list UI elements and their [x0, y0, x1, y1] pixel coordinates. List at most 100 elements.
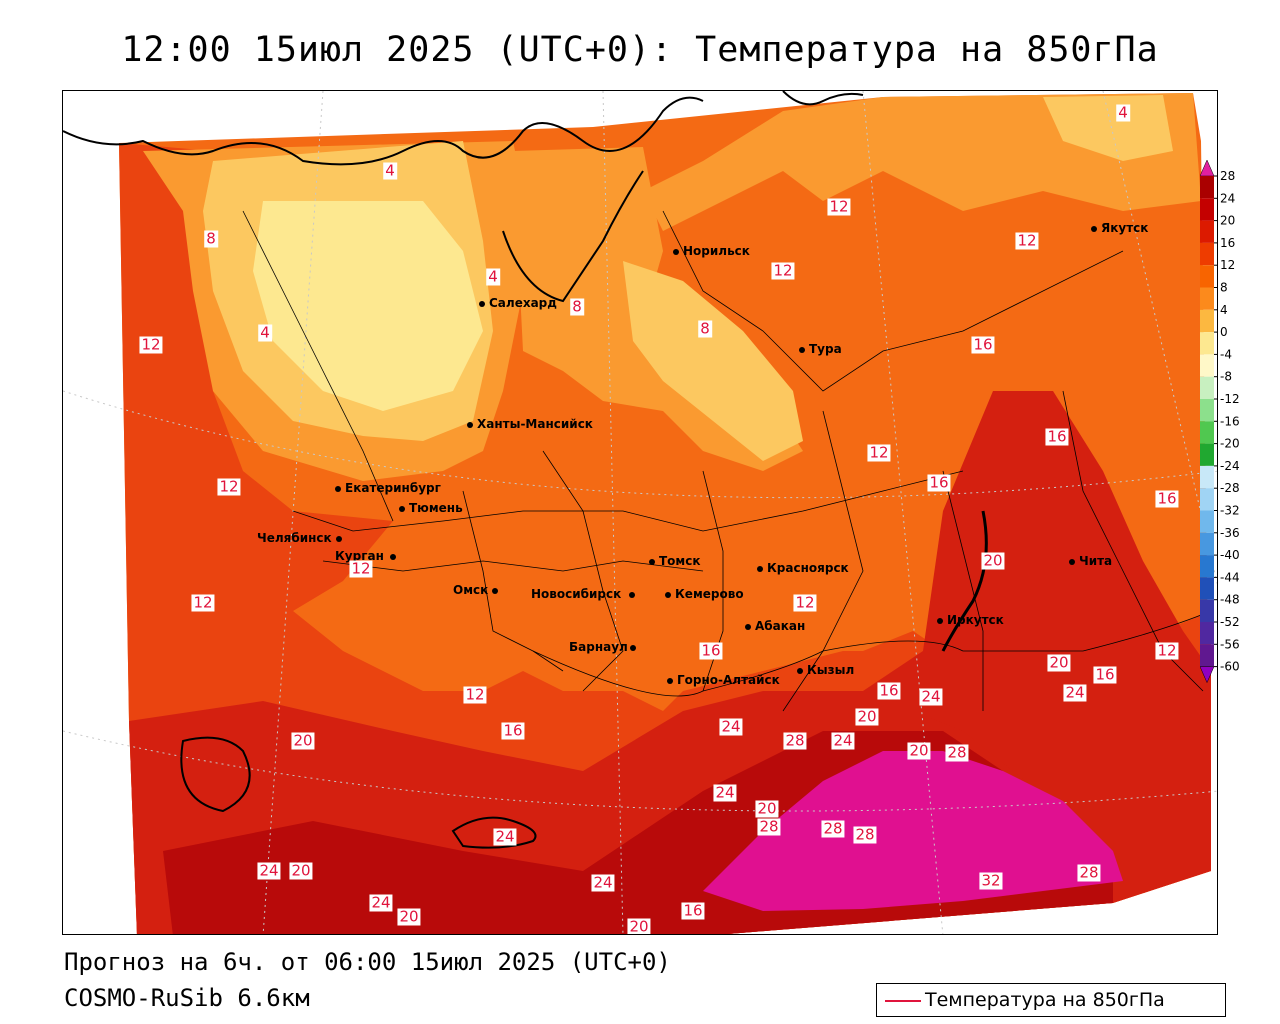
colorbar-swatch [1200, 465, 1214, 489]
contour-label: 12 [793, 593, 817, 612]
colorbar-tick-label: -48 [1220, 593, 1240, 607]
contour-label: 16 [971, 335, 995, 354]
colorbar-tick-label: -40 [1220, 548, 1240, 562]
temperature-map: Салехард Норильск Якутск Тура Ханты-Манс… [62, 90, 1218, 935]
contour-label: 16 [699, 641, 723, 660]
colorbar-swatch [1200, 443, 1214, 466]
contour-label: 28 [821, 819, 845, 838]
colorbar-swatches [1200, 160, 1215, 684]
city-label: Кемерово [665, 587, 744, 601]
colorbar-tick-label: 8 [1220, 281, 1228, 295]
city-dot [649, 558, 655, 565]
city-dot [1091, 225, 1097, 232]
colorbar-swatch [1200, 176, 1214, 199]
contour-label: 12 [217, 477, 241, 496]
caspian-sea [180, 736, 251, 813]
colorbar-ticks: 28 24 20 16 12 8 4 0 -4 -8 -12 -16 -20 -24 -28 -32 -36 -4… [1214, 169, 1240, 674]
colorbar-top-arrow [1200, 160, 1215, 177]
colorbar-swatch [1200, 421, 1214, 444]
contour-label: 12 [771, 261, 795, 280]
contour-label: 16 [1045, 427, 1069, 446]
city-dot [665, 591, 671, 598]
contour-label: 16 [501, 721, 525, 740]
colorbar-swatch [1200, 309, 1214, 333]
colorbar-swatch [1200, 599, 1214, 622]
city-dot [667, 677, 673, 684]
city-label: Якутск [1091, 221, 1148, 235]
city-dot [797, 667, 803, 674]
city-label: Салехард [479, 296, 557, 310]
forecast-caption: Прогноз на 6ч. от 06:00 15июл 2025 (UTC+… [64, 948, 671, 976]
city-dot [335, 535, 342, 542]
contour-label: 20 [855, 707, 879, 726]
colorbar-swatch [1200, 577, 1214, 600]
city-dot [479, 300, 485, 307]
colorbar-swatch [1200, 198, 1214, 221]
contour-label: 16 [1093, 665, 1117, 684]
contour-label: 12 [191, 593, 215, 612]
contour-label: 8 [698, 319, 712, 338]
zone-8-12-central [513, 147, 803, 471]
contour-label: 20 [755, 799, 779, 818]
contour-label: 12 [827, 197, 851, 216]
contour-label: 32 [979, 871, 1003, 890]
city-label: Чита [1069, 554, 1112, 568]
contour-label: 4 [258, 323, 272, 342]
city-dot [389, 553, 396, 560]
admin-boundaries [242, 210, 1212, 712]
city-dot [1069, 558, 1075, 565]
map-title: 12:00 15июл 2025 (UTC+0): Температура на… [121, 30, 1159, 70]
city-dot [937, 617, 943, 624]
city-label: Абакан [745, 619, 805, 633]
contour-label: 24 [257, 861, 281, 880]
colorbar-swatch [1200, 399, 1214, 422]
city-label: Ханты-Мансийск [467, 417, 593, 431]
contour-label: 24 [591, 873, 615, 892]
city-dot [745, 623, 751, 630]
city-label: Норильск [673, 244, 750, 258]
colorbar-bottom-arrow [1200, 666, 1215, 684]
map-canvas [63, 91, 1217, 934]
contour-label: 28 [945, 743, 969, 762]
city-label: Курган [335, 549, 400, 563]
contour-label: 20 [907, 741, 931, 760]
colorbar-tick-label: -8 [1220, 370, 1232, 384]
city-label: Омск [453, 583, 502, 597]
colorbar: 28 24 20 16 12 8 4 0 -4 -8 -12 -16 -20 -24 -28 -32 -36 -4… [1200, 160, 1240, 684]
colorbar-swatch [1200, 287, 1214, 310]
city-label: Тура [799, 342, 842, 356]
map-legend: Температура на 850гПа [876, 983, 1226, 1017]
contour-label: 20 [289, 861, 313, 880]
contour-label: 12 [1015, 231, 1039, 250]
contour-label: 28 [783, 731, 807, 750]
colorbar-tick-label: 20 [1220, 214, 1235, 228]
colorbar-tick-label: -56 [1220, 637, 1240, 651]
zone-cold-core [253, 201, 483, 411]
zone-28-32 [703, 751, 1123, 911]
colorbar-swatch [1200, 376, 1214, 399]
city-dot [799, 346, 805, 353]
zone-cold-tongue [623, 261, 803, 461]
city-dot [757, 565, 763, 572]
colorbar-tick-label: -4 [1220, 347, 1232, 361]
contour-label: 16 [877, 681, 901, 700]
contour-label: 20 [981, 551, 1005, 570]
contour-label: 24 [493, 827, 517, 846]
city-label: Тюмень [399, 501, 463, 515]
city-label: Екатеринбург [335, 481, 441, 495]
contour-label: 28 [757, 817, 781, 836]
city-dot [629, 644, 636, 651]
graticule [63, 91, 1217, 934]
contour-label: 20 [397, 907, 421, 926]
colorbar-tick-label: -16 [1220, 414, 1240, 428]
contour-label: 8 [570, 297, 584, 316]
city-label: Кызыл [797, 663, 854, 677]
colorbar-tick-label: -28 [1220, 481, 1240, 495]
contour-label: 16 [1155, 489, 1179, 508]
colorbar-swatch [1200, 242, 1214, 266]
contour-label: 24 [369, 893, 393, 912]
contour-label: 12 [1155, 641, 1179, 660]
colorbar-tick-label: -52 [1220, 615, 1240, 629]
colorbar-tick-label: 16 [1220, 236, 1235, 250]
city-dot [492, 587, 499, 594]
